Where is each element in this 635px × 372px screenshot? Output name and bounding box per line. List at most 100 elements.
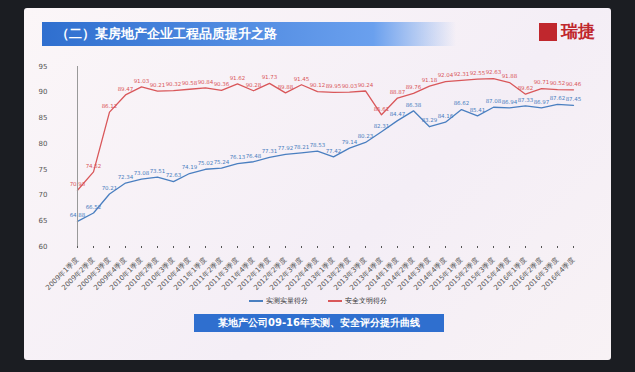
svg-text:2013年4季度: 2013年4季度	[348, 255, 385, 292]
svg-text:75.24: 75.24	[214, 159, 230, 165]
svg-text:89.95: 89.95	[326, 83, 342, 89]
svg-text:86.97: 86.97	[534, 99, 550, 105]
svg-text:82.31: 82.31	[374, 123, 390, 129]
svg-text:2015年3季度: 2015年3季度	[460, 255, 497, 292]
svg-text:2011年4季度: 2011年4季度	[220, 255, 257, 292]
svg-text:2012年1季度: 2012年1季度	[236, 255, 273, 292]
svg-text:2013年1季度: 2013年1季度	[300, 255, 337, 292]
svg-text:77.92: 77.92	[278, 145, 294, 151]
svg-text:86.38: 86.38	[406, 102, 422, 108]
svg-text:89.47: 89.47	[118, 86, 134, 92]
svg-text:86.94: 86.94	[502, 99, 518, 105]
svg-text:2010年1季度: 2010年1季度	[108, 255, 145, 292]
svg-text:72.63: 72.63	[166, 172, 182, 178]
svg-text:2015年2季度: 2015年2季度	[444, 255, 481, 292]
svg-text:89.76: 89.76	[406, 84, 422, 90]
svg-text:2011年2季度: 2011年2季度	[188, 255, 225, 292]
svg-text:83.29: 83.29	[422, 117, 438, 123]
svg-text:90.28: 90.28	[246, 82, 262, 88]
svg-text:92.31: 92.31	[454, 71, 470, 77]
svg-text:70: 70	[39, 191, 48, 199]
svg-text:74.52: 74.52	[86, 163, 102, 169]
svg-text:66.52: 66.52	[86, 204, 102, 210]
svg-text:2014年2季度: 2014年2季度	[380, 255, 417, 292]
svg-text:87.33: 87.33	[518, 97, 534, 103]
svg-text:91.45: 91.45	[294, 76, 310, 82]
svg-text:2010年2季度: 2010年2季度	[124, 255, 161, 292]
svg-text:91.73: 91.73	[262, 74, 278, 80]
svg-text:80.23: 80.23	[358, 133, 374, 139]
svg-text:92.63: 92.63	[486, 69, 502, 75]
svg-text:92.04: 92.04	[438, 72, 454, 78]
svg-text:60: 60	[39, 243, 48, 251]
svg-text:72.34: 72.34	[118, 174, 134, 180]
svg-text:90.71: 90.71	[534, 79, 550, 85]
svg-text:2012年4季度: 2012年4季度	[284, 255, 321, 292]
svg-text:2013年2季度: 2013年2季度	[316, 255, 353, 292]
svg-text:90.52: 90.52	[550, 80, 566, 86]
svg-text:2016年1季度: 2016年1季度	[492, 255, 529, 292]
svg-text:73.08: 73.08	[134, 170, 150, 176]
svg-text:85.41: 85.41	[470, 107, 486, 113]
svg-text:92.55: 92.55	[470, 70, 486, 76]
svg-text:65: 65	[39, 217, 48, 225]
svg-text:75: 75	[39, 166, 48, 174]
svg-text:73.51: 73.51	[150, 168, 166, 174]
svg-text:2012年3季度: 2012年3季度	[268, 255, 305, 292]
svg-text:2009年3季度: 2009年3季度	[76, 255, 113, 292]
svg-text:2015年1季度: 2015年1季度	[428, 255, 465, 292]
svg-text:89.88: 89.88	[278, 84, 294, 90]
svg-text:84.16: 84.16	[438, 113, 454, 119]
svg-text:86.62: 86.62	[454, 100, 470, 106]
svg-text:85.61: 85.61	[374, 106, 390, 112]
svg-text:78.53: 78.53	[310, 142, 326, 148]
svg-text:90: 90	[39, 88, 48, 96]
svg-text:91.18: 91.18	[422, 77, 438, 83]
svg-text:70.21: 70.21	[102, 185, 118, 191]
svg-text:91.88: 91.88	[502, 73, 518, 79]
svg-text:86.12: 86.12	[102, 103, 118, 109]
svg-text:95: 95	[39, 63, 48, 71]
svg-text:77.42: 77.42	[326, 148, 342, 154]
svg-text:88.87: 88.87	[390, 89, 406, 95]
svg-text:2014年1季度: 2014年1季度	[364, 255, 401, 292]
svg-text:90.03: 90.03	[342, 83, 358, 89]
svg-text:90.46: 90.46	[566, 81, 582, 87]
svg-text:78.21: 78.21	[294, 144, 310, 150]
svg-text:80: 80	[39, 140, 48, 148]
svg-text:2016年4季度: 2016年4季度	[540, 256, 576, 292]
svg-text:2012年2季度: 2012年2季度	[252, 255, 289, 292]
svg-text:2011年3季度: 2011年3季度	[204, 255, 241, 292]
svg-text:77.31: 77.31	[262, 148, 278, 154]
svg-text:84.47: 84.47	[390, 111, 406, 117]
svg-text:76.13: 76.13	[230, 154, 246, 160]
svg-text:2010年4季度: 2010年4季度	[156, 255, 193, 292]
svg-text:75.02: 75.02	[198, 160, 214, 166]
svg-text:90.12: 90.12	[310, 82, 326, 88]
svg-text:91.03: 91.03	[134, 78, 150, 84]
svg-text:2014年4季度: 2014年4季度	[412, 255, 449, 292]
svg-text:2011年1季度: 2011年1季度	[172, 255, 209, 292]
svg-text:87.62: 87.62	[550, 95, 566, 101]
svg-text:2009年1季度: 2009年1季度	[44, 255, 81, 292]
svg-text:2009年2季度: 2009年2季度	[60, 255, 97, 292]
svg-text:2015年4季度: 2015年4季度	[476, 255, 513, 292]
svg-text:2010年3季度: 2010年3季度	[140, 255, 177, 292]
svg-text:2014年3季度: 2014年3季度	[396, 255, 433, 292]
svg-text:74.19: 74.19	[182, 164, 198, 170]
svg-text:2009年4季度: 2009年4季度	[92, 255, 129, 292]
svg-text:90.21: 90.21	[150, 82, 166, 88]
svg-text:87.08: 87.08	[486, 98, 502, 104]
svg-text:76.48: 76.48	[246, 153, 262, 159]
svg-text:90.36: 90.36	[214, 81, 230, 87]
svg-text:87.45: 87.45	[566, 96, 582, 102]
svg-text:91.62: 91.62	[230, 75, 246, 81]
svg-text:79.14: 79.14	[342, 139, 358, 145]
svg-text:90.84: 90.84	[198, 79, 214, 85]
svg-text:85: 85	[39, 114, 48, 122]
svg-text:90.58: 90.58	[182, 80, 198, 86]
svg-text:2013年3季度: 2013年3季度	[332, 255, 369, 292]
svg-text:89.62: 89.62	[518, 85, 534, 91]
svg-text:90.24: 90.24	[358, 82, 374, 88]
svg-text:90.32: 90.32	[166, 81, 182, 87]
